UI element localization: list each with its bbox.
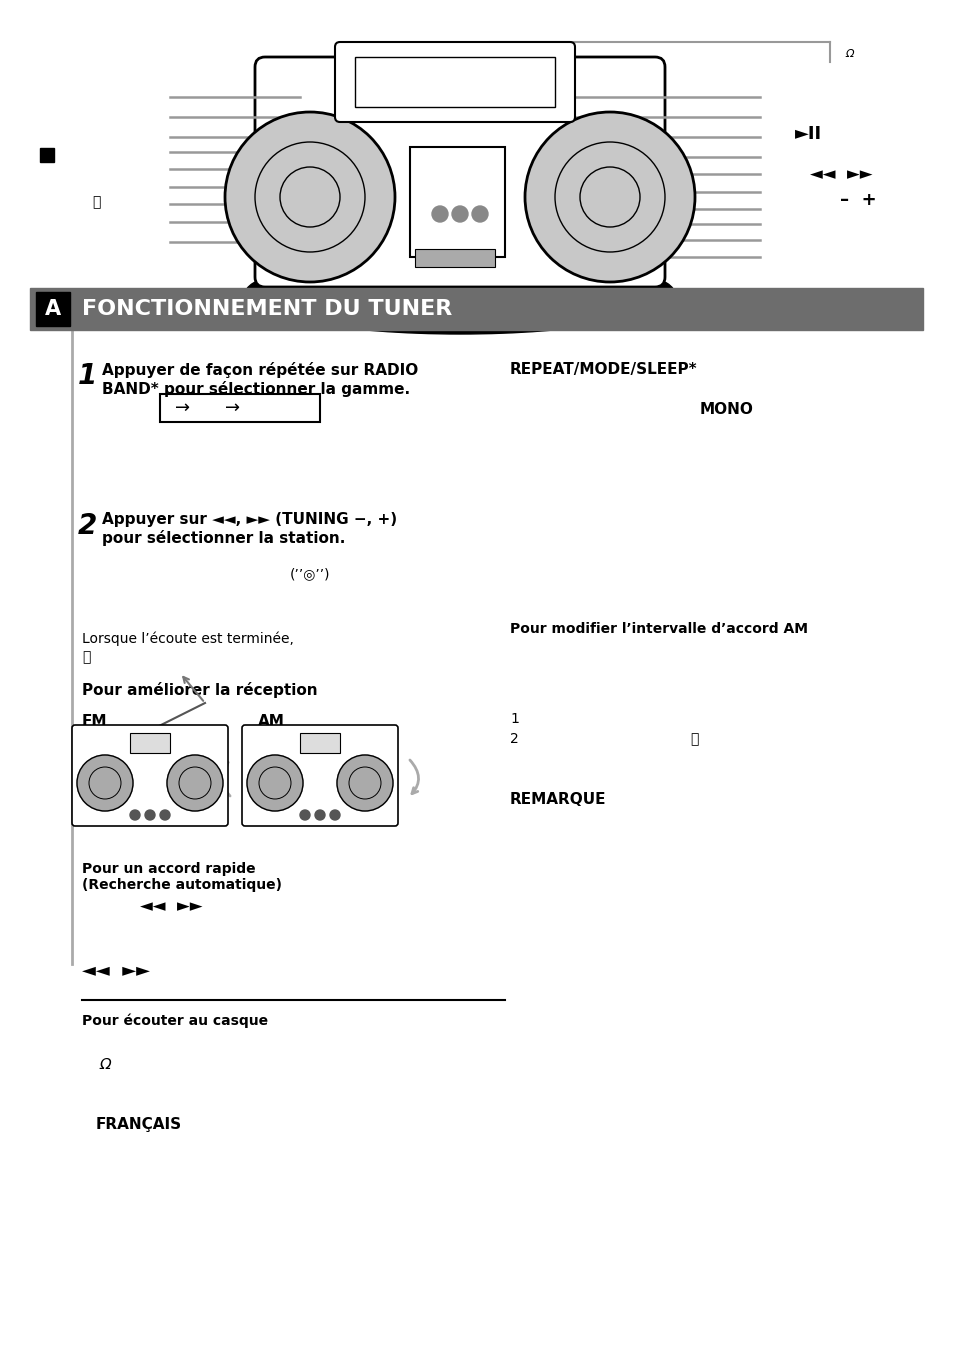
Text: FM: FM [82, 714, 108, 729]
Text: Pour un accord rapide
(Recherche automatique): Pour un accord rapide (Recherche automat… [82, 863, 282, 892]
Text: MONO: MONO [700, 402, 753, 416]
Bar [160, 393, 319, 422]
Text: ◄◄  ►►: ◄◄ ►► [82, 963, 150, 980]
Circle shape [77, 754, 132, 811]
Circle shape [452, 206, 468, 222]
Text: FRANÇAIS: FRANÇAIS [96, 1117, 182, 1132]
Ellipse shape [245, 254, 675, 334]
Bar [130, 733, 170, 753]
FancyBboxPatch shape [242, 725, 397, 826]
Text: Ω: Ω [100, 1057, 112, 1072]
Circle shape [314, 810, 325, 821]
Circle shape [432, 206, 448, 222]
Text: Appuyer de façon répétée sur RADIO
BAND* pour sélectionner la gamme.: Appuyer de façon répétée sur RADIO BAND*… [102, 362, 417, 396]
Circle shape [524, 112, 695, 283]
Text: ►II: ►II [794, 124, 821, 143]
Bar [415, 249, 495, 266]
Text: ⏻: ⏻ [91, 195, 100, 210]
Text: →: → [225, 399, 240, 416]
Circle shape [145, 810, 154, 821]
Text: (’’◎’’): (’’◎’’) [290, 566, 330, 581]
Bar [30, 288, 923, 330]
Text: Pour modifier l’intervalle d’accord AM: Pour modifier l’intervalle d’accord AM [510, 622, 807, 635]
Text: Pour écouter au casque: Pour écouter au casque [82, 1014, 268, 1029]
Circle shape [330, 810, 339, 821]
Circle shape [299, 810, 310, 821]
Text: ◄◄  ►►: ◄◄ ►► [809, 165, 872, 183]
Text: –  +: – + [840, 191, 876, 210]
Bar [355, 57, 555, 107]
Circle shape [472, 206, 488, 222]
Bar [40, 147, 54, 162]
Text: Ω: Ω [844, 49, 853, 59]
Bar [36, 292, 70, 326]
FancyBboxPatch shape [254, 57, 664, 287]
Text: →: → [174, 399, 190, 416]
Text: Pour améliorer la réception: Pour améliorer la réception [82, 681, 317, 698]
Text: FONCTIONNEMENT DU TUNER: FONCTIONNEMENT DU TUNER [82, 299, 452, 319]
Text: A: A [45, 299, 61, 319]
FancyBboxPatch shape [335, 42, 575, 122]
Circle shape [130, 810, 140, 821]
Text: ⏻: ⏻ [82, 650, 91, 664]
Circle shape [247, 754, 303, 811]
Circle shape [160, 810, 170, 821]
Text: 1: 1 [510, 713, 518, 726]
Text: REMARQUE: REMARQUE [510, 792, 606, 807]
Circle shape [225, 112, 395, 283]
Text: ⏻: ⏻ [689, 731, 698, 746]
FancyBboxPatch shape [71, 725, 228, 826]
Text: 2: 2 [510, 731, 518, 746]
Text: REPEAT/MODE/SLEEP*: REPEAT/MODE/SLEEP* [510, 362, 697, 377]
Text: Appuyer sur ◄◄, ►► (TUNING −, +)
pour sélectionner la station.: Appuyer sur ◄◄, ►► (TUNING −, +) pour sé… [102, 512, 396, 546]
Text: 1: 1 [78, 362, 97, 389]
Text: AM: AM [257, 714, 285, 729]
Text: 2: 2 [78, 512, 97, 539]
Text: Lorsque l’écoute est terminée,: Lorsque l’écoute est terminée, [82, 631, 294, 646]
Circle shape [336, 754, 393, 811]
Text: ◄◄  ►►: ◄◄ ►► [140, 896, 202, 915]
Bar [299, 733, 339, 753]
Bar [410, 147, 504, 257]
Circle shape [167, 754, 223, 811]
